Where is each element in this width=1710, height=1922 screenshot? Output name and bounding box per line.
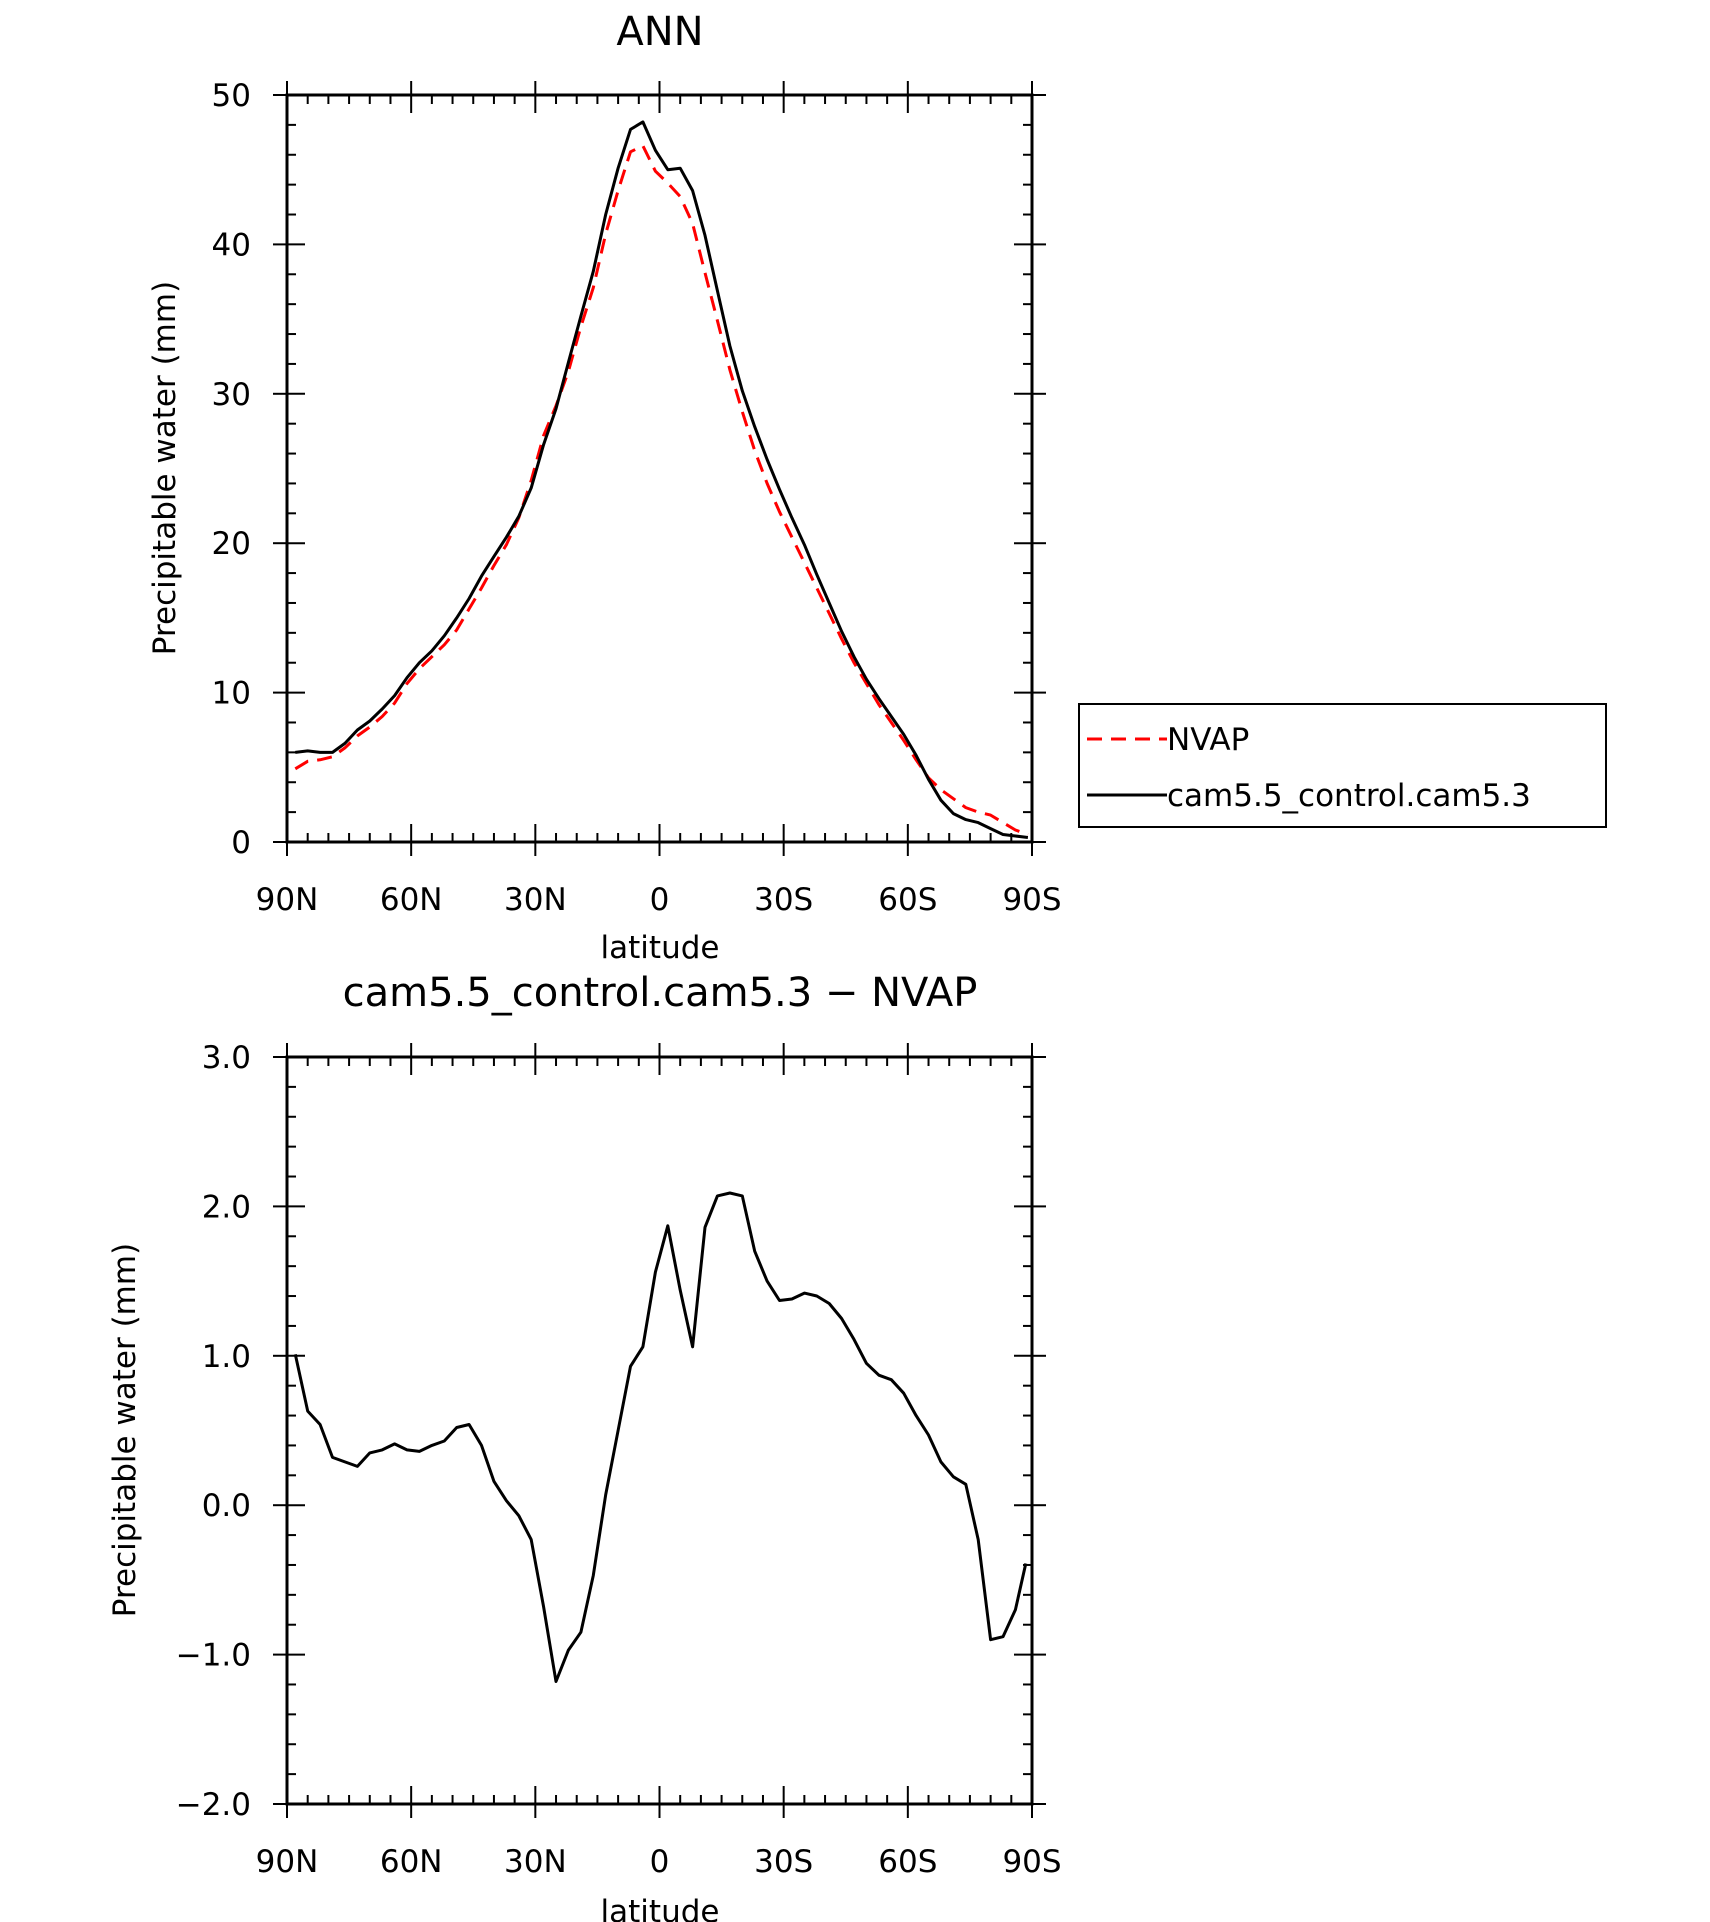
bottom-x-tick-label: 90N: [256, 1844, 319, 1880]
bottom-x-tick-label: 30S: [754, 1844, 813, 1880]
bottom-y-tick-label: 2.0: [202, 1189, 251, 1225]
top-ticks: [273, 81, 1046, 856]
top-x-tick-label: 90S: [1002, 882, 1061, 918]
bottom-plot-border: [285, 1055, 1034, 1806]
top-x-tick-label: 90N: [256, 882, 319, 918]
top-x-tick-labels: 90N 60N 30N 0 30S 60S 90S: [256, 882, 1062, 918]
bottom-x-tick-label: 30N: [504, 1844, 567, 1880]
top-y-tick-label: 50: [212, 78, 251, 114]
top-y-tick-labels: 0 10 20 30 40 50: [212, 78, 251, 861]
top-y-tick-label: 30: [212, 377, 251, 413]
top-x-tick-label: 30S: [754, 882, 813, 918]
top-x-tick-label: 30N: [504, 882, 567, 918]
top-series: [294, 120, 1029, 839]
top-series-line-nvap: [294, 144, 1029, 836]
bottom-x-tick-labels: 90N 60N 30N 0 30S 60S 90S: [256, 1844, 1062, 1880]
bottom-x-tick-label: 0: [650, 1844, 670, 1880]
legend-label-cam: cam5.5_control.cam5.3: [1167, 778, 1531, 814]
legend: NVAP cam5.5_control.cam5.3: [1078, 703, 1607, 828]
top-chart-title: ANN: [616, 9, 703, 55]
top-x-tick-label: 60S: [878, 882, 937, 918]
top-y-tick-label: 0: [231, 825, 251, 861]
bottom-ticks: [273, 1043, 1046, 1818]
top-y-axis-label: Precipitable water (mm): [147, 281, 183, 655]
bottom-y-tick-label: 1.0: [202, 1339, 251, 1375]
legend-box: [1078, 703, 1607, 828]
bottom-chart-title: cam5.5_control.cam5.3 − NVAP: [343, 970, 978, 1016]
top-plot-frame: [285, 93, 1034, 844]
top-plot-border: [285, 93, 1034, 844]
top-x-axis-label: latitude: [601, 930, 720, 966]
bottom-plot-frame: [285, 1055, 1034, 1806]
bottom-y-tick-label: 0.0: [202, 1488, 251, 1524]
top-y-tick-label: 10: [212, 676, 251, 712]
bottom-series: [293, 1191, 1028, 1683]
bottom-y-tick-label: 3.0: [202, 1040, 251, 1076]
bottom-y-tick-label: −1.0: [176, 1638, 251, 1674]
top-y-tick-label: 40: [212, 227, 251, 263]
bottom-x-tick-label: 60S: [878, 1844, 937, 1880]
bottom-x-axis-label: latitude: [601, 1894, 720, 1922]
bottom-x-tick-label: 60N: [380, 1844, 443, 1880]
bottom-series-line-series-0: [293, 1191, 1028, 1683]
bottom-y-tick-label: −2.0: [176, 1787, 251, 1823]
bottom-y-axis-label: Precipitable water (mm): [107, 1243, 143, 1617]
bottom-y-tick-labels: −2.0 −1.0 0.0 1.0 2.0 3.0: [176, 1040, 251, 1823]
bottom-x-tick-label: 90S: [1002, 1844, 1061, 1880]
top-x-tick-label: 0: [650, 882, 670, 918]
panel-bottom: cam5.5_control.cam5.3 − NVAP −2.0 −1.0 0.0…: [107, 970, 1062, 1922]
top-x-tick-label: 60N: [380, 882, 443, 918]
top-y-tick-label: 20: [212, 526, 251, 562]
top-series-line-cam5-5-control-cam5-3: [295, 120, 1029, 839]
legend-label-nvap: NVAP: [1167, 722, 1249, 758]
panel-top: ANN 0 10 20 30 40 50 90N 60N 30N 0 30S 60S 90S lati…: [147, 9, 1607, 966]
